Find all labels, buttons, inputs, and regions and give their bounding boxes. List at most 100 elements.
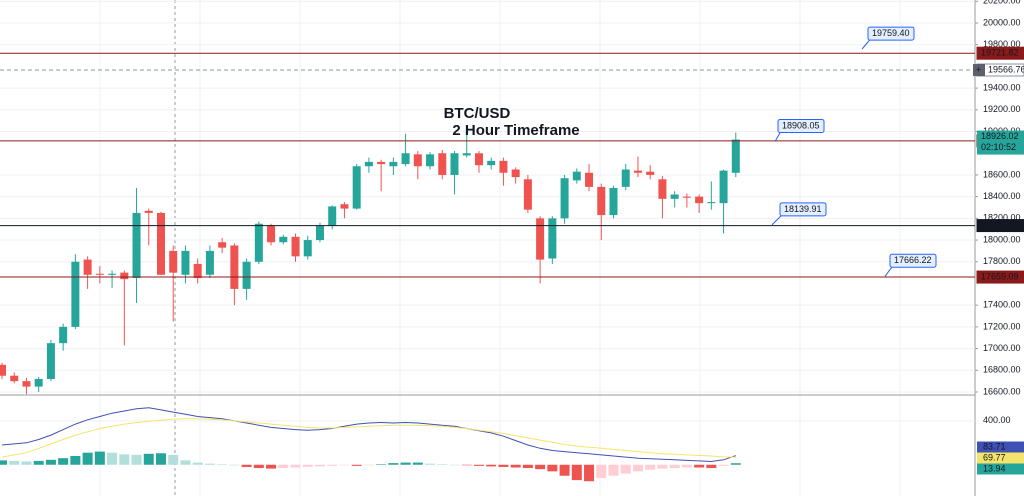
candle-body	[303, 240, 312, 257]
candle-body	[95, 273, 104, 275]
candle-body	[0, 364, 6, 376]
macd-line	[1, 418, 736, 458]
y-tick-label: 400.00	[983, 415, 1011, 425]
histogram-bar	[510, 464, 521, 468]
chart-subtitle: 2 Hour Timeframe	[452, 122, 579, 139]
candle-body	[156, 212, 165, 275]
histogram-bar	[82, 452, 93, 465]
candle-body	[536, 218, 545, 260]
candle-body	[585, 172, 594, 187]
candle-body	[364, 161, 373, 167]
histogram-bar	[70, 455, 81, 465]
add-button-icon: +	[976, 64, 981, 74]
candle-body	[108, 273, 117, 275]
candle-body	[144, 210, 153, 213]
histogram-bar	[0, 460, 7, 465]
candle-body	[646, 171, 655, 175]
histogram-bar	[131, 454, 142, 465]
series-label: 69.77	[983, 452, 1006, 462]
candle-body	[682, 196, 691, 198]
candle-body	[218, 242, 227, 248]
candle-body	[658, 179, 667, 199]
y-tick-label: 16600.00	[983, 386, 1021, 396]
histogram-bar	[522, 464, 533, 469]
candle-body	[560, 178, 569, 219]
y-tick-label: 17000.00	[983, 343, 1021, 353]
candle-body	[352, 166, 361, 209]
candle-body	[328, 206, 337, 226]
callout-box	[777, 119, 825, 134]
price-label-bg	[977, 130, 1024, 155]
histogram-bar	[327, 464, 338, 466]
add-button	[973, 64, 985, 77]
series-label-bg	[977, 452, 1024, 464]
y-tick-label: 18200.00	[983, 213, 1021, 223]
histogram-bar	[547, 464, 558, 472]
histogram-bar	[58, 458, 69, 465]
histogram-bar	[180, 460, 191, 465]
histogram-bar	[669, 464, 680, 469]
candle-body	[83, 259, 92, 275]
candle-body	[462, 153, 471, 156]
candle-body	[621, 169, 630, 187]
candle-body	[340, 204, 349, 209]
callout-label: 19759.40	[872, 28, 910, 38]
histogram-bar	[449, 464, 460, 466]
candle-body	[10, 375, 19, 382]
candle-body	[450, 153, 459, 175]
level-label: 19566.76	[988, 64, 1024, 74]
y-tick-label: 18400.00	[983, 191, 1021, 201]
candle-body	[511, 169, 520, 178]
candle-body	[193, 263, 202, 279]
histogram-bar	[266, 464, 277, 469]
candle-body	[499, 160, 508, 173]
candle-body	[377, 161, 386, 165]
chart-title: BTC/USD	[444, 105, 511, 122]
histogram-bar	[290, 464, 301, 468]
histogram-bar	[412, 462, 423, 465]
histogram-bar	[657, 464, 668, 469]
histogram-bar	[425, 463, 436, 465]
candle-body	[22, 381, 31, 387]
histogram-bar	[33, 460, 44, 465]
candle-body	[242, 261, 251, 289]
histogram-bar	[217, 464, 228, 465]
histogram-bar	[437, 464, 448, 465]
countdown: 02:10:52	[981, 142, 1016, 152]
histogram-bar	[143, 453, 154, 465]
candle-body	[34, 378, 43, 387]
candle-body	[731, 139, 740, 173]
y-tick-label: 16800.00	[983, 365, 1021, 375]
histogram-bar	[155, 453, 166, 465]
y-tick-label: 19800.00	[983, 39, 1021, 49]
series-label-bg	[977, 441, 1024, 453]
y-tick-label: 19200.00	[983, 104, 1021, 114]
candle-body	[71, 261, 80, 327]
histogram-bar	[376, 464, 387, 465]
series-label-bg	[977, 463, 1024, 475]
histogram-bar	[718, 464, 729, 466]
level-label-bg	[976, 219, 1024, 233]
histogram-bar	[596, 464, 607, 478]
histogram-bar	[229, 464, 240, 466]
candle-body	[695, 196, 704, 204]
histogram-bar	[119, 454, 130, 465]
price-label: 18926.02	[981, 131, 1019, 141]
candle-body	[707, 202, 716, 204]
histogram-bar	[9, 460, 20, 465]
callout-label: 18908.05	[782, 120, 820, 130]
histogram-bar	[694, 464, 705, 468]
y-tick-label: 17400.00	[983, 300, 1021, 310]
histogram-bar	[302, 464, 313, 467]
candle-body	[389, 161, 398, 167]
histogram-bar	[473, 464, 484, 466]
callout-label: 18139.91	[784, 204, 822, 214]
candle-body	[181, 250, 190, 275]
candle-body	[254, 223, 263, 262]
histogram-bar	[498, 464, 509, 467]
y-tick-label: 18600.00	[983, 169, 1021, 179]
candle-body	[670, 194, 679, 199]
candle-body	[132, 212, 141, 279]
candle-body	[120, 272, 129, 280]
